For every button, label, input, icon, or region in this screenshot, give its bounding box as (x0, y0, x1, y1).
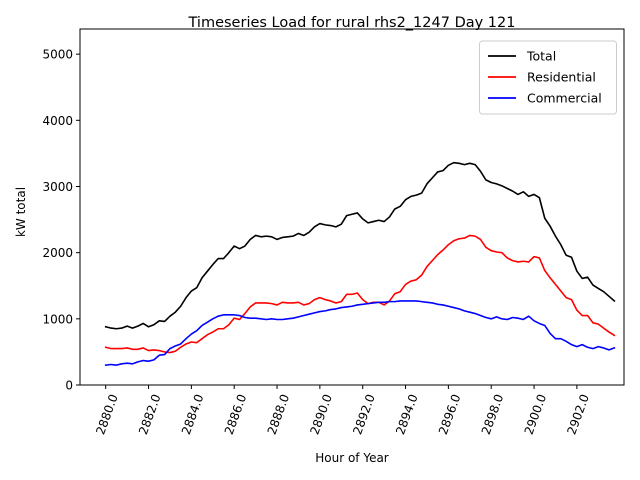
legend-label-residential: Residential (527, 70, 596, 85)
y-tick-label: 5000 (42, 48, 73, 62)
legend-label-commercial: Commercial (527, 91, 602, 106)
legend-frame (479, 40, 617, 115)
legend-label-total: Total (526, 49, 556, 64)
y-axis-ticks: 0 1000 2000 3000 4000 5000 (42, 48, 80, 393)
y-tick-label: 3000 (42, 180, 73, 194)
legend: Total Residential Commercial (479, 40, 617, 115)
chart-title: Timeseries Load for rural rhs2_1247 Day … (188, 15, 516, 31)
y-tick-label: 2000 (42, 246, 73, 260)
series-layer (104, 161, 616, 367)
y-axis-label: kW total (14, 187, 28, 237)
legend-items: Total Residential Commercial (488, 49, 602, 106)
series-line-total (104, 161, 616, 330)
series-line-residential (104, 234, 616, 354)
y-tick-label: 0 (65, 379, 73, 393)
y-tick-label: 1000 (42, 312, 73, 326)
plot-frame (79, 28, 625, 386)
series-line-commercial (104, 300, 616, 367)
x-axis-label: Hour of Year (315, 451, 389, 465)
y-tick-label: 4000 (42, 114, 73, 128)
